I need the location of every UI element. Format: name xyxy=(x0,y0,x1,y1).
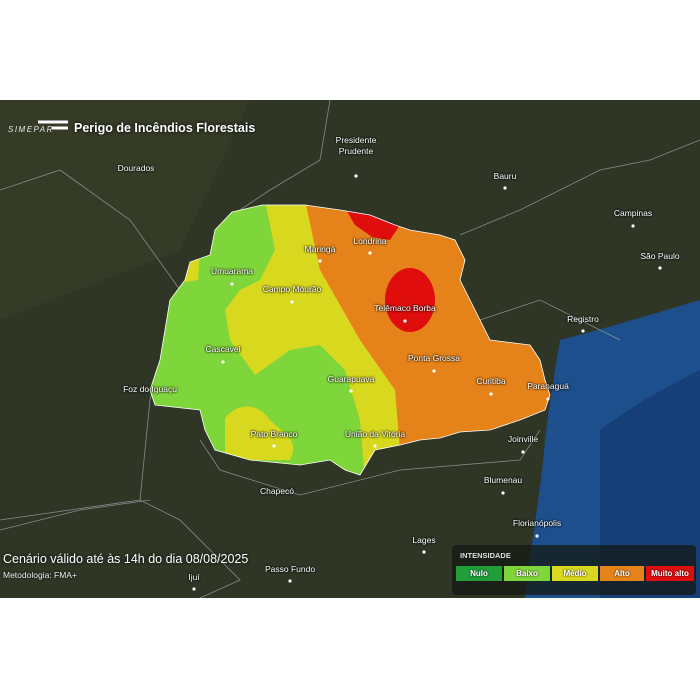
city-label: Pato Branco xyxy=(250,429,298,439)
legend: INTENSIDADE Nulo Baixo Médio Alto Muito alto xyxy=(452,545,696,595)
city-label: Curitiba xyxy=(476,376,506,386)
city-label: Foz do Iguaçu xyxy=(123,384,177,394)
city-dot xyxy=(272,444,276,448)
borders xyxy=(0,100,700,598)
map: SIMEPAR Perigo de Incêndios Florestais D… xyxy=(0,100,700,598)
logo-text: SIMEPAR xyxy=(8,125,54,134)
city-dot xyxy=(349,389,353,393)
legend-title: INTENSIDADE xyxy=(460,551,511,560)
city-label: Londrina xyxy=(353,236,387,246)
city-dot xyxy=(581,329,585,333)
zone-medio xyxy=(225,406,294,460)
city-dot xyxy=(432,369,436,373)
city-dot xyxy=(658,266,662,270)
city-dot xyxy=(631,224,635,228)
city-label: Presidente Prudente xyxy=(335,135,377,156)
city-label: Cascavel xyxy=(205,344,241,354)
city-label: Campinas xyxy=(613,208,653,218)
city-dot xyxy=(318,259,322,263)
city-label: Dourados xyxy=(117,163,155,173)
city-label: Telêmaco Borba xyxy=(374,303,436,313)
city-dots xyxy=(192,174,662,591)
city-label: Chapecó xyxy=(259,486,295,496)
legend-item: Nulo xyxy=(456,566,502,581)
logo-mark xyxy=(38,120,68,130)
legend-item: Baixo xyxy=(504,566,550,581)
city-label: Ponta Grossa xyxy=(408,353,460,363)
city-dot xyxy=(546,397,550,401)
city-dot xyxy=(373,444,377,448)
city-dot xyxy=(489,392,493,396)
city-dot xyxy=(368,251,372,255)
legend-item: Médio xyxy=(552,566,598,581)
city-label: Umuarama xyxy=(210,266,254,276)
city-label: Maringá xyxy=(304,244,336,254)
city-dot xyxy=(422,550,426,554)
city-label: Registro xyxy=(567,314,599,324)
city-dot xyxy=(221,360,225,364)
hazard-zones xyxy=(150,205,550,475)
city-label: Lages xyxy=(412,535,436,545)
methodology-text: Metodologia: FMA+ xyxy=(3,570,77,580)
city-dot xyxy=(535,534,539,538)
city-label: Blumenau xyxy=(483,475,523,485)
city-label: Paranaguá xyxy=(527,381,569,391)
city-label: São Paulo xyxy=(640,251,680,261)
city-label: Campo Mourão xyxy=(262,284,322,294)
city-dot xyxy=(192,587,196,591)
validity-text: Cenário válido até às 14h do dia 08/08/2… xyxy=(3,552,249,566)
city-dot xyxy=(354,174,358,178)
terrain xyxy=(0,100,250,320)
ocean-deep xyxy=(600,370,700,598)
zone-muito-alto xyxy=(385,268,435,332)
city-label: Passo Fundo xyxy=(264,564,316,574)
legend-item: Muito alto xyxy=(646,566,694,581)
city-label: Bauru xyxy=(493,171,517,181)
city-label: Florianópolis xyxy=(512,518,562,528)
legend-item: Alto xyxy=(600,566,644,581)
city-label: Ijuí xyxy=(188,572,200,582)
city-label: Joinville xyxy=(507,434,539,444)
city-dot xyxy=(503,186,507,190)
city-dot xyxy=(521,450,525,454)
map-title: Perigo de Incêndios Florestais xyxy=(74,121,256,135)
map-canvas xyxy=(0,100,700,598)
city-dot xyxy=(288,579,292,583)
city-dot xyxy=(403,319,407,323)
city-label: Guarapuava xyxy=(327,374,375,384)
city-dot xyxy=(230,282,234,286)
city-dot xyxy=(501,491,505,495)
city-label: União da Vitória xyxy=(344,429,406,439)
city-dot xyxy=(290,300,294,304)
